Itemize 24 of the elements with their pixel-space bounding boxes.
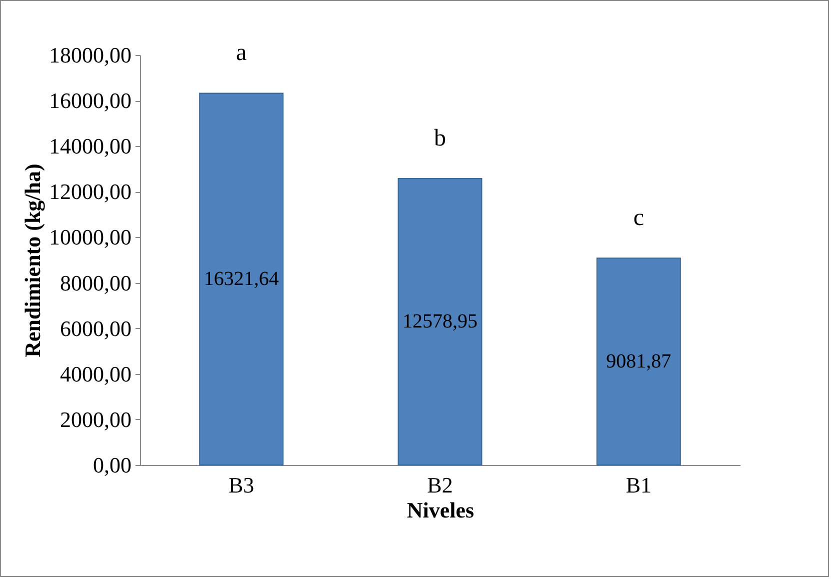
y-tick-label: 14000,00 bbox=[49, 134, 132, 159]
bar bbox=[199, 92, 284, 466]
y-axis-title: Rendimiento (kg/ha) bbox=[20, 164, 45, 358]
data-label: 16321,64 bbox=[204, 268, 279, 290]
bar bbox=[398, 178, 482, 466]
y-tick-label: 4000,00 bbox=[60, 361, 132, 386]
annotation: b bbox=[434, 125, 446, 152]
y-tick-label: 12000,00 bbox=[49, 179, 132, 204]
x-axis-title: Niveles bbox=[406, 498, 475, 522]
x-tick-label: B3 bbox=[228, 472, 254, 498]
annotation: c bbox=[633, 205, 644, 232]
y-tick-label: 6000,00 bbox=[60, 316, 132, 341]
data-label: 9081,87 bbox=[606, 350, 672, 373]
x-tick-label: B2 bbox=[427, 472, 453, 498]
data-label: 12578,95 bbox=[402, 310, 478, 333]
y-tick-label: 0,00 bbox=[93, 452, 132, 478]
x-tick-label: B1 bbox=[626, 472, 652, 498]
y-tick-label: 8000,00 bbox=[60, 270, 132, 296]
y-tick-label: 10000,00 bbox=[49, 224, 132, 250]
bar bbox=[596, 258, 681, 466]
y-tick-label: 18000,00 bbox=[49, 42, 132, 68]
y-tick-label: 2000,00 bbox=[60, 406, 132, 432]
annotation: a bbox=[236, 40, 247, 66]
y-tick-label: 16000,00 bbox=[49, 88, 132, 114]
